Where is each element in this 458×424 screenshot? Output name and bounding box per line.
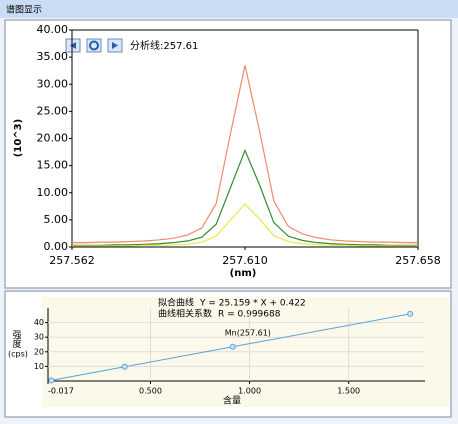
window-title: 谱图显示	[6, 4, 42, 16]
point	[229, 343, 236, 350]
y-axis-unit: (cps)	[8, 350, 28, 359]
y-tick-label: 25.00	[37, 104, 69, 117]
y-tick-label: 40.00	[37, 23, 69, 36]
x-tick-label: 1.500	[337, 387, 360, 396]
y-tick-label: 30.00	[37, 77, 69, 90]
y-tick-label: 20.00	[37, 132, 69, 145]
y-tick-label: 35.00	[37, 50, 69, 63]
series-line	[72, 65, 418, 244]
fit-label: 拟合曲线	[158, 297, 194, 309]
y-tick-label: 30	[34, 333, 44, 342]
top-panel	[4, 19, 452, 289]
y-tick-label: 5.00	[44, 213, 69, 226]
x-axis-label: (nm)	[230, 268, 257, 279]
y-axis-label: 强度	[11, 330, 22, 349]
x-tick-label: 257.562	[49, 254, 95, 267]
y-tick-label: 10	[34, 362, 44, 371]
fit-line	[51, 313, 411, 381]
x-tick-label: -0.017	[48, 387, 74, 396]
y-tick-label: 40	[34, 318, 44, 327]
refresh-icon	[89, 40, 99, 51]
series-label: Mn(257.61)	[225, 328, 271, 337]
x-tick-label: 0.500	[139, 387, 162, 396]
next-icon	[112, 42, 118, 49]
series-line	[72, 203, 418, 247]
y-tick-label: 15.00	[37, 159, 69, 172]
fit-equation: Y = 25.159 * X + 0.422	[199, 299, 306, 309]
title-bar	[0, 0, 458, 18]
point	[407, 310, 414, 317]
x-tick-label: 257.610	[222, 254, 268, 267]
y-axis-label: (10^3)	[13, 119, 24, 157]
y-tick-label: 10.00	[37, 186, 69, 199]
prev-icon	[70, 42, 76, 49]
x-tick-label: 257.658	[395, 254, 441, 267]
x-axis-label: 含量	[223, 395, 241, 407]
y-tick-label: 0.00	[44, 240, 69, 253]
point	[121, 363, 128, 370]
r-label: 曲线相关系数	[158, 308, 212, 320]
point	[48, 377, 55, 384]
y-tick-label: 20	[34, 347, 44, 356]
series-line	[72, 148, 418, 246]
x-tick-label: 1.000	[238, 387, 261, 396]
annotation: 分析线:257.61	[130, 39, 198, 52]
